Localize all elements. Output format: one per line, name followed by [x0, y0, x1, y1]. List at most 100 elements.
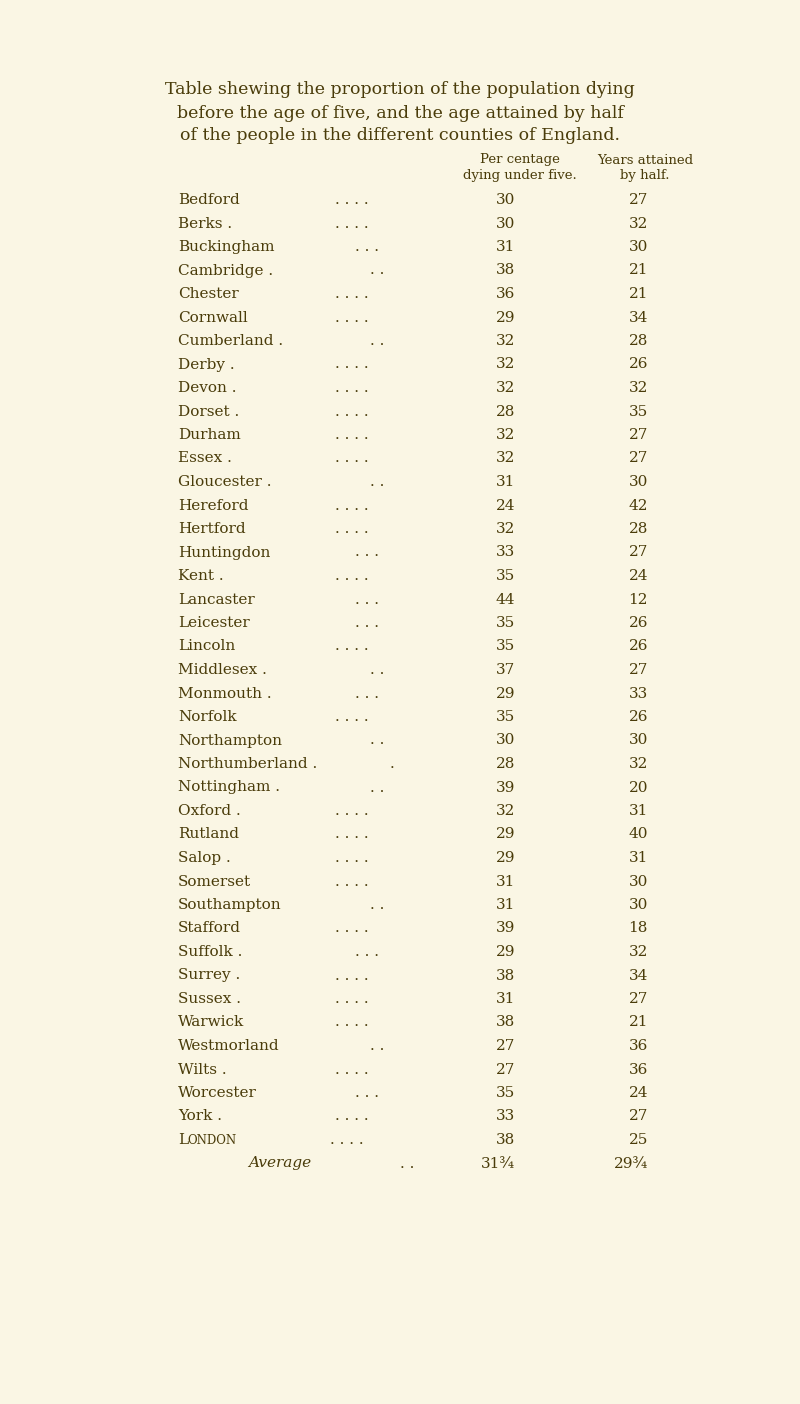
- Text: . . . .: . . . .: [330, 1133, 364, 1147]
- Text: 24: 24: [629, 569, 648, 583]
- Text: Wilts .: Wilts .: [178, 1063, 226, 1077]
- Text: . . . .: . . . .: [335, 286, 369, 300]
- Text: . .: . .: [370, 781, 384, 795]
- Text: Nottingham .: Nottingham .: [178, 781, 280, 795]
- Text: ONDON: ONDON: [187, 1133, 236, 1147]
- Text: 31: 31: [496, 475, 515, 489]
- Text: 32: 32: [629, 380, 648, 395]
- Text: 29¾: 29¾: [614, 1157, 648, 1171]
- Text: 40: 40: [629, 827, 648, 841]
- Text: Lincoln: Lincoln: [178, 639, 235, 653]
- Text: . .: . .: [370, 334, 384, 348]
- Text: 21: 21: [629, 264, 648, 278]
- Text: Somerset: Somerset: [178, 875, 251, 889]
- Text: 32: 32: [496, 380, 515, 395]
- Text: Per centage: Per centage: [480, 153, 560, 167]
- Text: Cumberland .: Cumberland .: [178, 334, 283, 348]
- Text: 29: 29: [495, 687, 515, 701]
- Text: 31: 31: [496, 899, 515, 913]
- Text: . . . .: . . . .: [335, 452, 369, 466]
- Text: 29: 29: [495, 945, 515, 959]
- Text: . . .: . . .: [355, 616, 379, 630]
- Text: 32: 32: [496, 358, 515, 372]
- Text: 27: 27: [496, 1063, 515, 1077]
- Text: of the people in the different counties of England.: of the people in the different counties …: [180, 128, 620, 145]
- Text: 35: 35: [496, 569, 515, 583]
- Text: 29: 29: [495, 310, 515, 324]
- Text: 31: 31: [496, 875, 515, 889]
- Text: 26: 26: [629, 616, 648, 630]
- Text: 28: 28: [629, 334, 648, 348]
- Text: . . . .: . . . .: [335, 404, 369, 418]
- Text: 29: 29: [495, 851, 515, 865]
- Text: . . . .: . . . .: [335, 192, 369, 206]
- Text: 32: 32: [629, 945, 648, 959]
- Text: Kent .: Kent .: [178, 569, 224, 583]
- Text: . . .: . . .: [355, 240, 379, 254]
- Text: Berks .: Berks .: [178, 216, 232, 230]
- Text: . . . .: . . . .: [335, 993, 369, 1007]
- Text: Leicester: Leicester: [178, 616, 250, 630]
- Text: Chester: Chester: [178, 286, 238, 300]
- Text: 37: 37: [496, 663, 515, 677]
- Text: 30: 30: [629, 899, 648, 913]
- Text: . . . .: . . . .: [335, 216, 369, 230]
- Text: Dorset .: Dorset .: [178, 404, 239, 418]
- Text: . . . .: . . . .: [335, 1109, 369, 1123]
- Text: Cornwall: Cornwall: [178, 310, 248, 324]
- Text: 18: 18: [629, 921, 648, 935]
- Text: dying under five.: dying under five.: [463, 168, 577, 181]
- Text: Warwick: Warwick: [178, 1015, 244, 1029]
- Text: 32: 32: [496, 334, 515, 348]
- Text: 33: 33: [496, 1109, 515, 1123]
- Text: Cambridge .: Cambridge .: [178, 264, 273, 278]
- Text: . . . .: . . . .: [335, 358, 369, 372]
- Text: . . . .: . . . .: [335, 380, 369, 395]
- Text: 32: 32: [496, 428, 515, 442]
- Text: 27: 27: [629, 546, 648, 560]
- Text: . . . .: . . . .: [335, 522, 369, 536]
- Text: 27: 27: [629, 1109, 648, 1123]
- Text: Essex .: Essex .: [178, 452, 232, 466]
- Text: 27: 27: [496, 1039, 515, 1053]
- Text: . .: . .: [370, 1039, 384, 1053]
- Text: 38: 38: [496, 1015, 515, 1029]
- Text: . .: . .: [370, 899, 384, 913]
- Text: Devon .: Devon .: [178, 380, 237, 395]
- Text: 34: 34: [629, 969, 648, 983]
- Text: 35: 35: [496, 639, 515, 653]
- Text: 36: 36: [496, 286, 515, 300]
- Text: . .: . .: [370, 264, 384, 278]
- Text: Durham: Durham: [178, 428, 241, 442]
- Text: . . .: . . .: [355, 1087, 379, 1099]
- Text: Salop .: Salop .: [178, 851, 230, 865]
- Text: 33: 33: [496, 546, 515, 560]
- Text: 35: 35: [629, 404, 648, 418]
- Text: Hereford: Hereford: [178, 498, 249, 512]
- Text: . .: . .: [370, 733, 384, 747]
- Text: Northumberland .: Northumberland .: [178, 757, 318, 771]
- Text: 31: 31: [629, 804, 648, 819]
- Text: Oxford .: Oxford .: [178, 804, 241, 819]
- Text: 38: 38: [496, 264, 515, 278]
- Text: 32: 32: [496, 522, 515, 536]
- Text: Gloucester .: Gloucester .: [178, 475, 271, 489]
- Text: . . . .: . . . .: [335, 875, 369, 889]
- Text: Years attained: Years attained: [597, 153, 693, 167]
- Text: 31: 31: [496, 240, 515, 254]
- Text: . . . .: . . . .: [335, 498, 369, 512]
- Text: 28: 28: [496, 404, 515, 418]
- Text: 39: 39: [496, 921, 515, 935]
- Text: 25: 25: [629, 1133, 648, 1147]
- Text: 36: 36: [629, 1039, 648, 1053]
- Text: Huntingdon: Huntingdon: [178, 546, 270, 560]
- Text: 29: 29: [495, 827, 515, 841]
- Text: . . .: . . .: [355, 945, 379, 959]
- Text: Suffolk .: Suffolk .: [178, 945, 242, 959]
- Text: 21: 21: [629, 286, 648, 300]
- Text: before the age of five, and the age attained by half: before the age of five, and the age atta…: [177, 104, 623, 122]
- Text: . . . .: . . . .: [335, 639, 369, 653]
- Text: . . . .: . . . .: [335, 1063, 369, 1077]
- Text: 35: 35: [496, 1087, 515, 1099]
- Text: Northampton: Northampton: [178, 733, 282, 747]
